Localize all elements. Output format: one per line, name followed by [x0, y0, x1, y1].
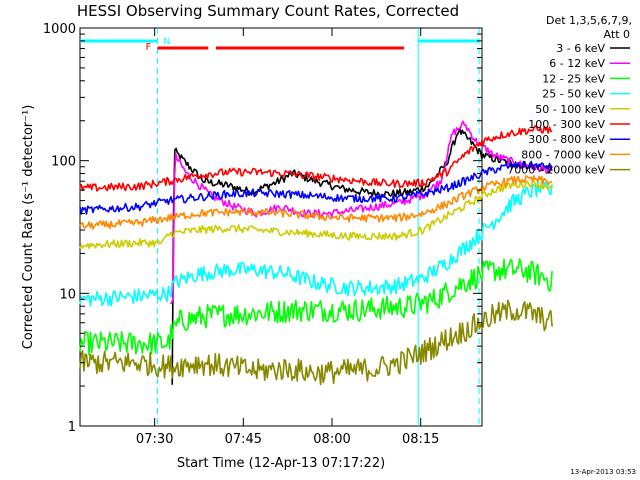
- series-line-6: [79, 125, 553, 192]
- legend-label: 3 - 6 keV: [556, 42, 605, 55]
- x-tick-label: 08:15: [402, 432, 439, 447]
- x-tick-label: 07:45: [225, 432, 262, 447]
- series-line-7: [79, 160, 553, 215]
- legend-entries: 3 - 6 keV 6 - 12 keV 12 - 25 keV 25 - 50 ke…: [507, 42, 630, 177]
- legend-label: 50 - 100 keV: [535, 103, 605, 116]
- x-tick-label: 08:00: [313, 432, 350, 447]
- flare-flag-label: F: [145, 42, 151, 53]
- y-tick-label: 100: [51, 155, 76, 170]
- night-flag-label: N: [163, 37, 170, 47]
- axis-layer: 1 10 100 1000 07:30 07:45 08:00 08:15: [43, 22, 482, 447]
- legend-header-detectors: Det 1,3,5,6,7,9,: [546, 14, 632, 27]
- x-axis-label: Start Time (12-Apr-13 07:17:22): [177, 456, 385, 471]
- footer-timestamp: 13-Apr-2013 03:53: [570, 468, 636, 476]
- series-line-3: [79, 258, 553, 356]
- plot-frame: [79, 27, 483, 427]
- legend: Det 1,3,5,6,7,9, Att 0 3 - 6 keV 6 - 12 k…: [507, 14, 632, 177]
- series-line-5: [79, 179, 553, 249]
- chart-title: HESSI Observing Summary Count Rates, Cor…: [77, 2, 459, 20]
- legend-label: 7000 - 20000 keV: [507, 164, 605, 177]
- series-line-8: [79, 174, 553, 230]
- legend-label: 6 - 12 keV: [549, 57, 605, 70]
- legend-label: 12 - 25 keV: [542, 72, 605, 85]
- legend-label: 800 - 7000 keV: [521, 148, 605, 161]
- y-tick-label: 1000: [43, 22, 76, 37]
- series-line-4: [79, 179, 553, 307]
- legend-label: 100 - 300 keV: [528, 118, 605, 131]
- legend-label: 25 - 50 keV: [542, 88, 605, 101]
- y-axis-label: Corrected Count Rate (s⁻¹ detector⁻¹): [21, 105, 36, 350]
- legend-label: 300 - 800 keV: [528, 133, 605, 146]
- y-tick-label: 1: [68, 420, 76, 435]
- y-tick-label: 10: [59, 287, 76, 302]
- x-tick-label: 07:30: [136, 432, 173, 447]
- series-line-1: [171, 127, 553, 385]
- legend-header-attenuator: Att 0: [604, 28, 630, 41]
- series-layer: [79, 120, 554, 386]
- series-line-9: [79, 299, 553, 386]
- series-line-2: [169, 120, 554, 305]
